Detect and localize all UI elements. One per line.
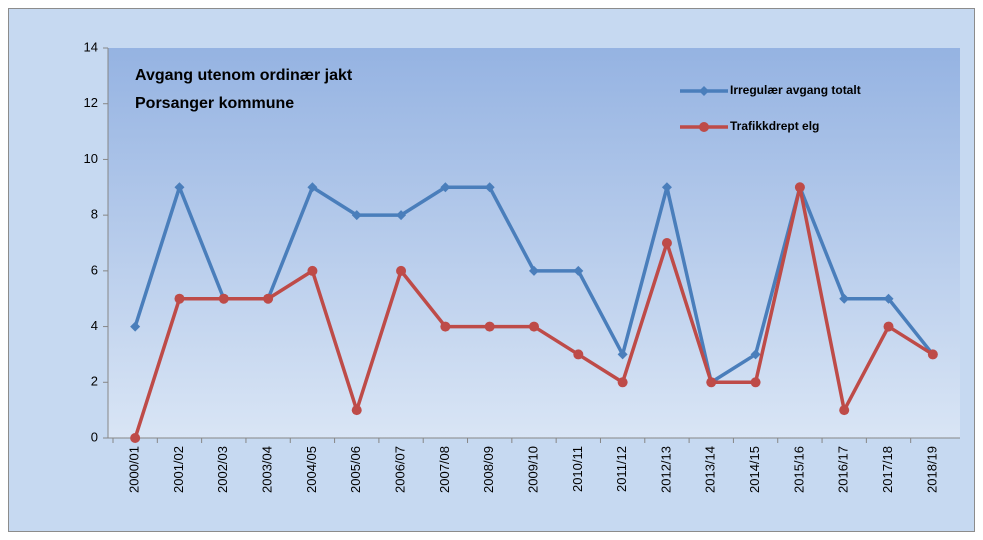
marker — [529, 321, 539, 332]
marker — [218, 293, 229, 304]
marker — [263, 293, 274, 304]
x-tick-label: 2016/17 — [836, 446, 851, 493]
marker — [661, 238, 672, 248]
marker — [307, 182, 318, 193]
x-tick-label: 2014/15 — [747, 446, 762, 493]
marker — [706, 377, 717, 388]
marker — [699, 122, 709, 132]
marker — [573, 265, 584, 276]
x-tick-label: 2018/19 — [924, 446, 939, 493]
marker — [484, 321, 495, 332]
marker — [617, 349, 628, 360]
y-tick-label: 12 — [84, 95, 98, 110]
marker — [130, 433, 141, 443]
x-tick-label: 2001/02 — [171, 446, 186, 493]
marker — [440, 182, 451, 193]
legend-label: Trafikkdrept elg — [730, 119, 819, 133]
x-tick-label: 2000/01 — [127, 446, 142, 493]
marker — [174, 182, 185, 193]
marker — [839, 293, 850, 304]
y-tick-label: 10 — [84, 151, 98, 166]
y-tick-label: 2 — [91, 374, 98, 389]
marker — [750, 377, 761, 388]
x-tick-label: 2002/03 — [215, 446, 230, 493]
chart-subtitle: Porsanger kommune — [135, 95, 294, 112]
marker — [839, 405, 850, 416]
marker — [130, 321, 141, 332]
x-tick-label: 2008/09 — [481, 446, 496, 493]
marker — [307, 265, 318, 276]
marker — [396, 265, 407, 276]
marker — [617, 377, 628, 388]
marker — [750, 349, 761, 360]
marker — [529, 265, 539, 276]
marker — [794, 182, 805, 193]
marker — [484, 182, 495, 193]
y-tick-label: 0 — [91, 429, 98, 444]
y-tick-label: 4 — [91, 318, 98, 333]
x-tick-label: 2010/11 — [570, 446, 585, 492]
x-tick-label: 2004/05 — [304, 446, 319, 493]
marker — [927, 349, 938, 360]
x-tick-label: 2009/10 — [525, 446, 540, 493]
marker — [174, 293, 185, 304]
x-tick-label: 2003/04 — [260, 446, 275, 493]
chart-title: Avgang utenom ordinær jakt — [135, 67, 353, 84]
y-tick-label: 6 — [91, 262, 98, 277]
y-tick-label: 8 — [91, 207, 98, 222]
marker — [883, 321, 894, 332]
x-tick-label: 2011/12 — [614, 446, 629, 492]
x-tick-label: 2015/16 — [791, 446, 806, 493]
marker — [351, 405, 362, 416]
x-tick-label: 2005/06 — [348, 446, 363, 493]
marker — [396, 210, 407, 221]
y-tick-label: 14 — [84, 39, 98, 54]
plot-area — [108, 48, 960, 438]
legend-label: Irregulær avgang totalt — [730, 83, 861, 97]
x-tick-label: 2012/13 — [658, 446, 673, 493]
marker — [573, 349, 584, 360]
x-tick-label: 2006/07 — [392, 446, 407, 493]
marker — [699, 86, 709, 96]
marker — [661, 182, 672, 193]
marker — [351, 210, 362, 221]
x-tick-label: 2013/14 — [703, 446, 718, 493]
marker — [883, 293, 894, 304]
x-tick-label: 2017/18 — [880, 446, 895, 493]
marker — [440, 321, 451, 332]
x-tick-label: 2007/08 — [437, 446, 452, 493]
